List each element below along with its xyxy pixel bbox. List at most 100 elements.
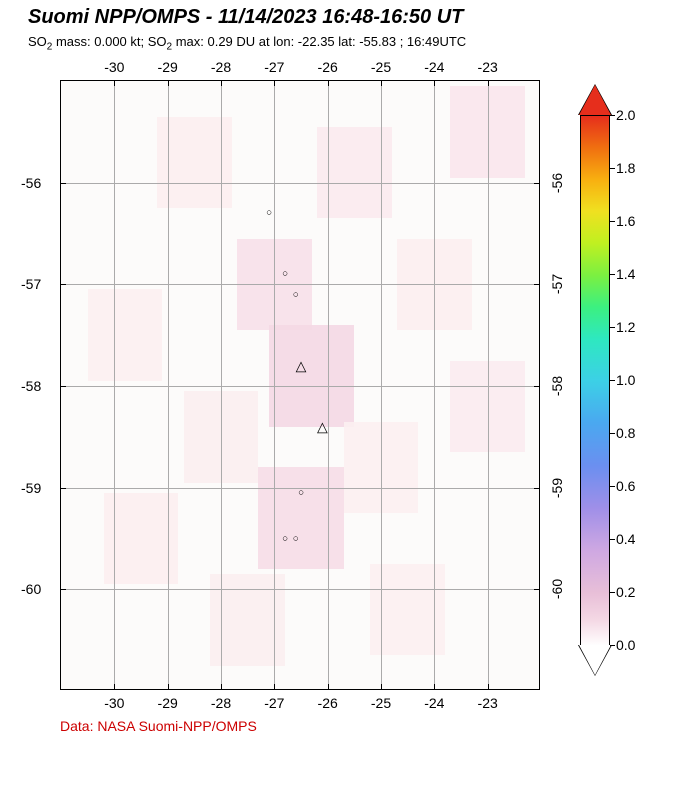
tick-mark (274, 684, 275, 690)
colorbar-segment (581, 551, 609, 593)
x-tick-top: -23 (478, 59, 498, 75)
tick-mark (381, 80, 382, 86)
colorbar-tick: 0.4 (616, 531, 635, 547)
colorbar-segment (581, 116, 609, 148)
volcano-marker-icon: △ (317, 418, 328, 435)
tick-mark (534, 386, 540, 387)
colorbar-tick: 0.8 (616, 425, 635, 441)
gridline-vertical (168, 81, 169, 689)
gridline-horizontal (61, 183, 539, 184)
tick-mark (168, 684, 169, 690)
colorbar-segment (581, 275, 609, 307)
colorbar-segment (581, 593, 609, 620)
volcano-marker-icon: △ (296, 357, 307, 374)
colorbar: 0.00.20.40.60.81.01.21.41.61.82.0 (580, 85, 620, 675)
tick-mark (114, 80, 115, 86)
colorbar-segment (581, 423, 609, 465)
gridline-vertical (488, 81, 489, 689)
tick-mark (434, 684, 435, 690)
y-tick-right: -58 (549, 376, 565, 396)
colorbar-under-arrow (579, 645, 611, 675)
y-tick-left: -60 (21, 581, 41, 597)
colorbar-tickmark (610, 433, 615, 434)
colorbar-tick: 1.4 (616, 266, 635, 282)
subtitle-mid: mass: 0.000 kt; SO (52, 34, 166, 49)
gridline-vertical (221, 81, 222, 689)
island-marker-icon: ○ (266, 208, 272, 219)
gridline-vertical (381, 81, 382, 689)
tick-mark (168, 80, 169, 86)
colorbar-tickmark (610, 221, 615, 222)
tick-mark (60, 589, 66, 590)
subtitle-rest: max: 0.29 DU at lon: -22.35 lat: -55.83 … (172, 34, 466, 49)
y-tick-left: -56 (21, 175, 41, 191)
island-marker-icon: ○ (298, 487, 304, 498)
tick-mark (488, 684, 489, 690)
island-marker-icon: ○ (282, 269, 288, 280)
tick-mark (60, 284, 66, 285)
colorbar-tick: 0.2 (616, 584, 635, 600)
tick-mark (381, 684, 382, 690)
tick-mark (60, 386, 66, 387)
gridline-horizontal (61, 386, 539, 387)
island-marker-icon: ○ (282, 533, 288, 544)
colorbar-tick: 0.0 (616, 637, 635, 653)
x-tick-top: -25 (371, 59, 391, 75)
x-tick-bottom: -26 (318, 695, 338, 711)
colorbar-segment (581, 381, 609, 423)
tick-mark (114, 684, 115, 690)
colorbar-tickmark (610, 327, 615, 328)
colorbar-tickmark (610, 168, 615, 169)
tick-mark (534, 183, 540, 184)
tick-mark (534, 488, 540, 489)
x-tick-bottom: -28 (211, 695, 231, 711)
x-tick-top: -24 (424, 59, 444, 75)
x-tick-bottom: -30 (104, 695, 124, 711)
colorbar-tick: 2.0 (616, 107, 635, 123)
colorbar-segment (581, 508, 609, 550)
colorbar-tickmark (610, 115, 615, 116)
tick-mark (488, 80, 489, 86)
x-tick-top: -29 (158, 59, 178, 75)
gridline-horizontal (61, 284, 539, 285)
x-tick-bottom: -25 (371, 695, 391, 711)
x-tick-bottom: -27 (264, 695, 284, 711)
y-tick-right: -59 (549, 478, 565, 498)
gridline-vertical (434, 81, 435, 689)
colorbar-tickmark (610, 539, 615, 540)
colorbar-tickmark (610, 380, 615, 381)
colorbar-over-arrow (579, 85, 611, 115)
colorbar-tick: 1.6 (616, 213, 635, 229)
colorbar-tick: 1.0 (616, 372, 635, 388)
colorbar-segment (581, 466, 609, 508)
x-tick-top: -28 (211, 59, 231, 75)
tick-mark (221, 684, 222, 690)
tick-mark (328, 684, 329, 690)
tick-mark (221, 80, 222, 86)
y-tick-left: -57 (21, 276, 41, 292)
x-tick-top: -30 (104, 59, 124, 75)
colorbar-tickmark (610, 274, 615, 275)
data-credit: Data: NASA Suomi-NPP/OMPS (60, 718, 257, 734)
tick-mark (274, 80, 275, 86)
x-tick-bottom: -29 (158, 695, 178, 711)
tick-mark (434, 80, 435, 86)
colorbar-tickmark (610, 486, 615, 487)
figure-subtitle: SO2 mass: 0.000 kt; SO2 max: 0.29 DU at … (28, 34, 466, 53)
tick-mark (534, 589, 540, 590)
y-tick-right: -60 (549, 579, 565, 599)
heatmap-cell (269, 325, 354, 427)
colorbar-segment (581, 211, 609, 243)
heatmap-cell (258, 467, 343, 569)
map-plot-area: -30-30-29-29-28-28-27-27-26-26-25-25-24-… (60, 80, 540, 690)
x-tick-top: -27 (264, 59, 284, 75)
colorbar-segment (581, 620, 609, 647)
gridline-vertical (274, 81, 275, 689)
y-tick-left: -59 (21, 480, 41, 496)
figure-title: Suomi NPP/OMPS - 11/14/2023 16:48-16:50 … (28, 6, 463, 29)
x-tick-bottom: -24 (424, 695, 444, 711)
colorbar-segment (581, 243, 609, 275)
colorbar-segment (581, 180, 609, 212)
colorbar-tick: 1.2 (616, 319, 635, 335)
tick-mark (328, 80, 329, 86)
